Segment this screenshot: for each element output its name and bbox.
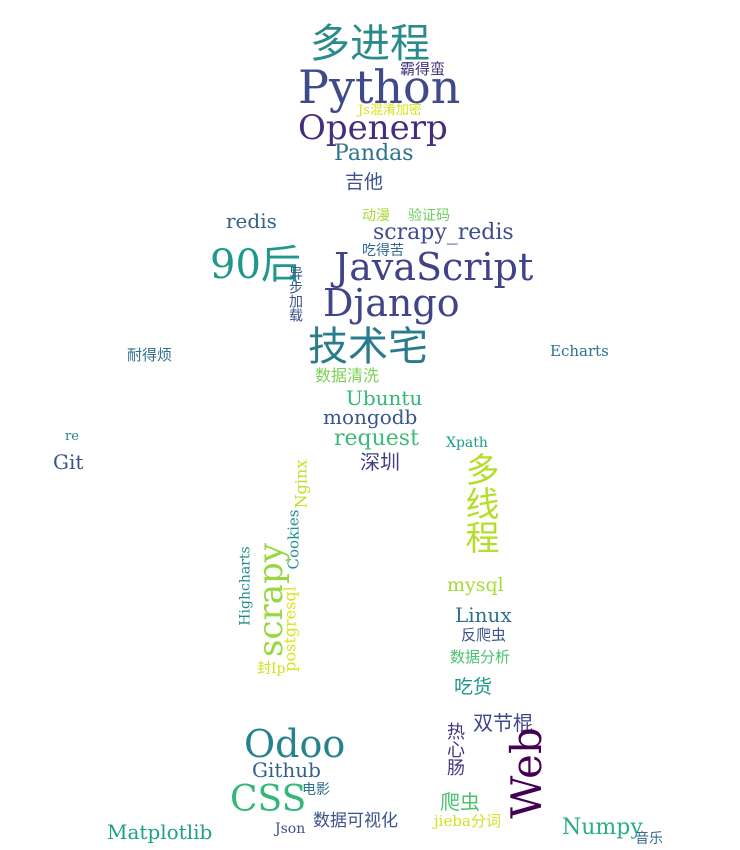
word: redis [226,209,277,233]
word: Matplotlib [107,820,213,844]
word: Linux [455,603,512,627]
word: 吃货 [454,676,493,698]
word: Python [298,60,461,114]
word: 音乐 [635,831,663,847]
word: Git [53,450,84,474]
word: Json [275,821,306,837]
word: 爬虫 [440,790,480,814]
word: 深圳 [360,450,400,474]
word: 动漫 [362,208,390,224]
word: Openerp [298,108,448,148]
word: Numpy [562,815,643,840]
word: Django [323,281,460,325]
word: 90后 [210,242,301,288]
word: Odoo [244,722,346,766]
word: 霸得蛮 [400,60,446,78]
word: 热心肠 [444,722,465,776]
word: Pandas [334,141,414,166]
word: postgresql [280,586,300,672]
word: 多线程 [459,452,499,554]
word: Github [252,758,321,782]
word: 数据分析 [450,648,511,666]
word: 数据清洗 [315,366,380,385]
word: request [334,426,419,451]
word: 封Ip [257,661,286,677]
word: 技术宅 [308,324,428,370]
word: 验证码 [408,208,450,224]
word: scrapy_redis [373,220,514,245]
word: CSS [230,779,307,820]
word: mysql [447,574,504,596]
word: Ubuntu [346,386,423,410]
word: 双节棍 [473,711,533,735]
word: Web [501,727,551,819]
word: 吃得苦 [362,243,404,259]
word: JavaScript [334,245,534,289]
word: 异步加载 [287,266,303,322]
word: Xpath [446,435,488,451]
word: re [65,429,79,444]
word: 电影 [302,782,330,798]
word: 耐得烦 [127,346,173,364]
word: Echarts [550,342,609,360]
word: 多进程 [310,21,430,67]
word: Nginx [291,459,311,509]
word: Js混淆加密 [358,103,422,118]
word: 吉他 [345,171,384,193]
word: 数据可视化 [313,811,398,831]
word: jieba分词 [434,812,501,830]
word: mongodb [323,405,418,429]
word: 反爬虫 [461,626,507,644]
